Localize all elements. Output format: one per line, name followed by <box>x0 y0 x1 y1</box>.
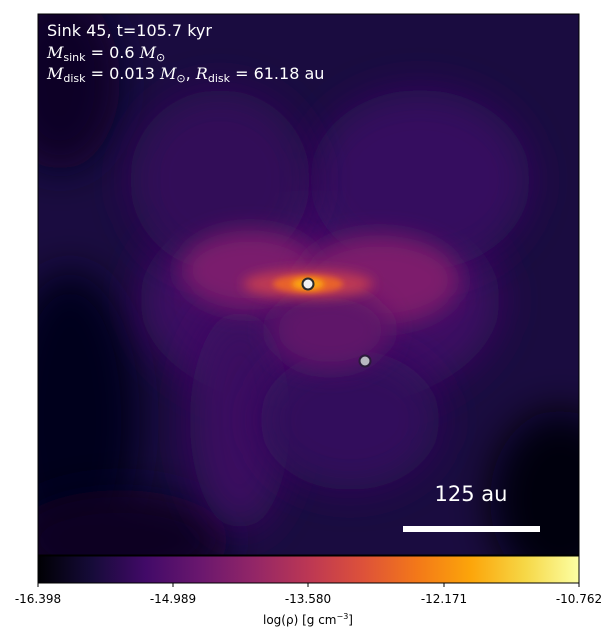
disk-radius-unit: au <box>304 64 325 83</box>
colorbar-tick-label: -12.171 <box>420 592 468 606</box>
scale-bar-label: 125 au <box>434 482 508 506</box>
colorbar-ticks <box>37 583 580 587</box>
colorbar-tick-label: -10.762 <box>555 592 603 606</box>
primary-sink-marker <box>301 277 315 291</box>
secondary-sink-marker <box>358 354 372 368</box>
sink-mass-label: Msink = 0.6 M⊙ <box>47 43 166 64</box>
scale-bar <box>403 526 540 532</box>
colorbar-tick-label: -14.989 <box>149 592 197 606</box>
density-heatmap <box>38 14 579 555</box>
title-line-1: Sink 45, t=105.7 kyr <box>47 21 212 40</box>
plot-frame <box>37 13 580 556</box>
colorbar <box>37 555 580 584</box>
disk-properties-label: Mdisk = 0.013 M⊙, Rdisk = 61.18 au <box>47 64 325 85</box>
colorbar-label: log(ρ) [g cm−3] <box>263 612 353 627</box>
colorbar-tick-label: -16.398 <box>14 592 62 606</box>
disk-radius-value: 61.18 <box>253 64 300 83</box>
disk-mass-value: 0.013 <box>109 64 155 83</box>
sink-mass-value: 0.6 <box>109 43 135 62</box>
colorbar-tick-label: -13.580 <box>284 592 332 606</box>
